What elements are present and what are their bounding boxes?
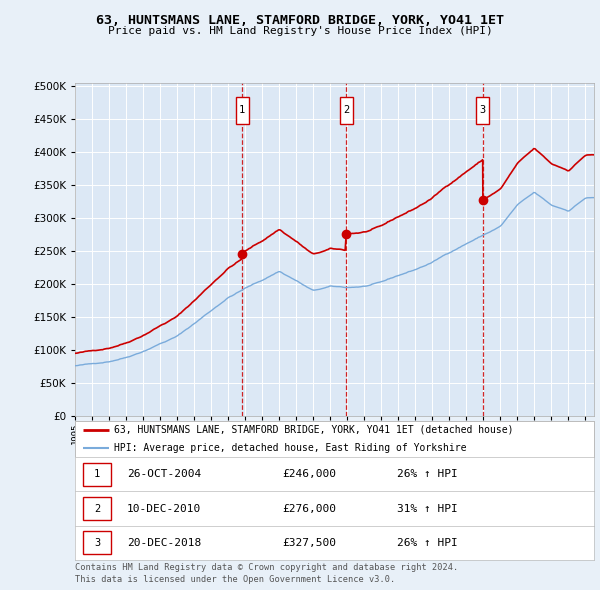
Text: 3: 3 (94, 538, 100, 548)
Text: Contains HM Land Registry data © Crown copyright and database right 2024.
This d: Contains HM Land Registry data © Crown c… (75, 563, 458, 584)
Text: 31% ↑ HPI: 31% ↑ HPI (397, 504, 458, 513)
FancyBboxPatch shape (340, 97, 353, 123)
Text: 63, HUNTSMANS LANE, STAMFORD BRIDGE, YORK, YO41 1ET (detached house): 63, HUNTSMANS LANE, STAMFORD BRIDGE, YOR… (114, 425, 514, 435)
Text: 2: 2 (94, 504, 100, 513)
FancyBboxPatch shape (476, 97, 490, 123)
Text: Price paid vs. HM Land Registry's House Price Index (HPI): Price paid vs. HM Land Registry's House … (107, 27, 493, 36)
Text: 3: 3 (480, 106, 486, 115)
Text: £276,000: £276,000 (283, 504, 337, 513)
Text: 26% ↑ HPI: 26% ↑ HPI (397, 538, 458, 548)
Text: 2: 2 (343, 106, 349, 115)
Text: £327,500: £327,500 (283, 538, 337, 548)
Text: £246,000: £246,000 (283, 470, 337, 479)
Text: 10-DEC-2010: 10-DEC-2010 (127, 504, 201, 513)
FancyBboxPatch shape (83, 497, 112, 520)
Text: 63, HUNTSMANS LANE, STAMFORD BRIDGE, YORK, YO41 1ET: 63, HUNTSMANS LANE, STAMFORD BRIDGE, YOR… (96, 14, 504, 27)
FancyBboxPatch shape (83, 531, 112, 555)
Text: 26-OCT-2004: 26-OCT-2004 (127, 470, 201, 479)
Text: 1: 1 (94, 470, 100, 479)
Text: 20-DEC-2018: 20-DEC-2018 (127, 538, 201, 548)
FancyBboxPatch shape (236, 97, 248, 123)
Text: HPI: Average price, detached house, East Riding of Yorkshire: HPI: Average price, detached house, East… (114, 443, 466, 453)
Text: 1: 1 (239, 106, 245, 115)
FancyBboxPatch shape (83, 463, 112, 486)
Text: 26% ↑ HPI: 26% ↑ HPI (397, 470, 458, 479)
